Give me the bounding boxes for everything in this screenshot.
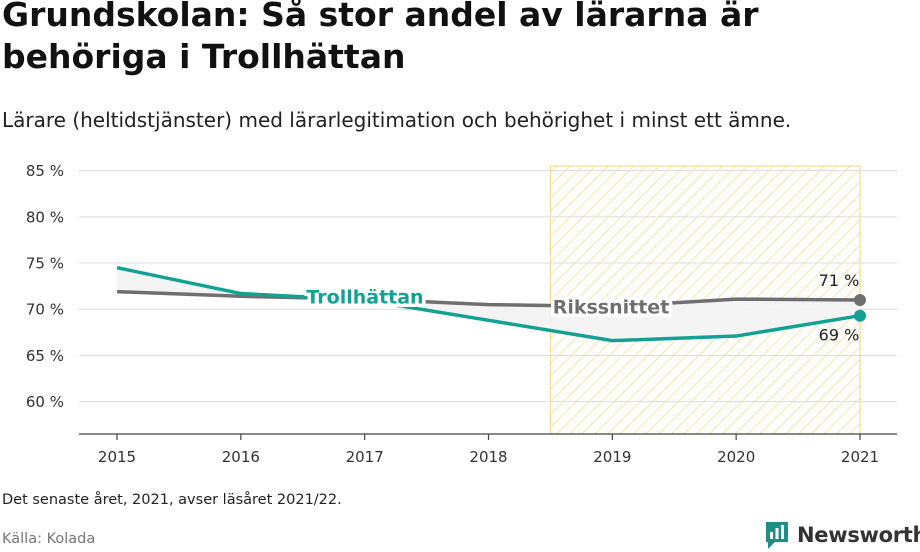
- footnote: Det senaste året, 2021, avser läsåret 20…: [2, 492, 342, 508]
- source-text: Källa: Kolada: [2, 531, 96, 547]
- brand-name: Newsworthy: [797, 523, 920, 547]
- series-label-riket: Rikssnittet: [553, 296, 670, 318]
- end-label-trollhattan: 69 %: [819, 326, 860, 345]
- x-tick-label: 2015: [98, 448, 136, 466]
- x-tick-label: 2020: [717, 448, 755, 466]
- chart-title: Grundskolan: Så stor andel av lärarna är…: [2, 0, 759, 76]
- difference-fill: [117, 267, 860, 341]
- y-tick-label: 85 %: [26, 162, 64, 180]
- line-chart: 60 % 65 % 70 % 75 % 80 % 85 % 2015 2016 2017 2018…: [26, 162, 897, 466]
- x-tick-label: 2016: [222, 448, 260, 466]
- y-tick-label: 60 %: [26, 393, 64, 411]
- x-tick-label: 2019: [593, 448, 631, 466]
- y-tick-label: 80 %: [26, 208, 64, 226]
- series-label-trollhattan: Trollhättan: [306, 286, 423, 308]
- chart-subtitle: Lärare (heltidstjänster) med lärarlegiti…: [2, 108, 792, 132]
- brand-logo: Newsworthy: [764, 518, 920, 552]
- y-tick-label: 75 %: [26, 255, 64, 273]
- series-line-riket: [116, 289, 861, 309]
- series-endpoint-trollhattan: [854, 309, 866, 322]
- end-label-riket: 71 %: [819, 271, 860, 290]
- x-tick-label: 2021: [841, 448, 879, 466]
- newsworthy-logo-icon: [766, 522, 788, 549]
- x-tick-label: 2018: [469, 448, 507, 466]
- y-tick-label: 65 %: [26, 347, 64, 365]
- y-tick-label: 70 %: [26, 301, 64, 319]
- series-endpoint-riket: [854, 294, 866, 306]
- x-tick-label: 2017: [346, 448, 384, 466]
- series-line-trollhattan: [116, 265, 861, 343]
